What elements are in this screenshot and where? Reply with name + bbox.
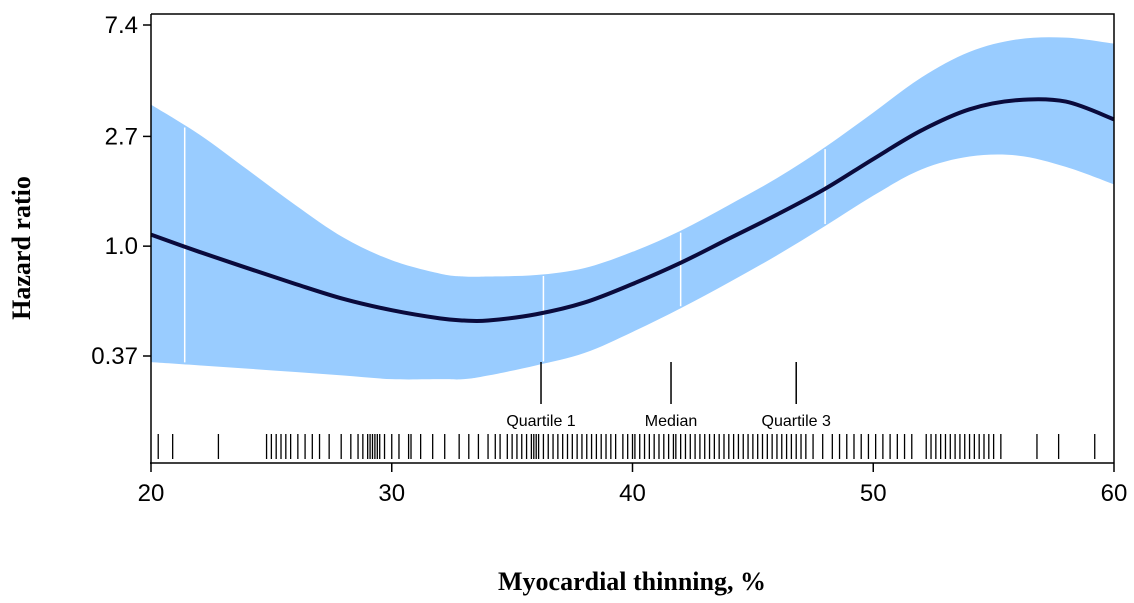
y-tick-label: 1.0 — [105, 233, 138, 260]
annotation-label: Median — [645, 413, 697, 430]
x-tick-label: 20 — [138, 480, 165, 507]
annotation-label: Quartile 1 — [506, 413, 575, 430]
plot-frame — [151, 13, 1115, 463]
y-tick-label: 7.4 — [105, 12, 138, 39]
y-tick-label: 0.37 — [91, 343, 138, 370]
confidence-band — [151, 37, 1114, 380]
annotation-label: Quartile 3 — [762, 413, 831, 430]
axes: 7.4 2.7 1.0 0.37 20 30 40 50 60 — [91, 12, 1127, 507]
rug-plot — [157, 434, 1096, 459]
y-axis-label: Hazard ratio — [7, 176, 36, 320]
x-axis-label: Myocardial thinning, % — [498, 567, 766, 596]
x-tick-label: 30 — [378, 480, 405, 507]
hazard-curve — [150, 97, 1115, 324]
quartile-annotations: Quartile 1 Median Quartile 3 — [506, 362, 831, 430]
x-tick-label: 50 — [860, 480, 887, 507]
hazard-ratio-line — [150, 97, 1115, 324]
y-tick-label: 2.7 — [105, 123, 138, 150]
x-tick-label: 40 — [619, 480, 646, 507]
x-tick-label: 60 — [1101, 480, 1128, 507]
confidence-band-area — [151, 37, 1114, 380]
